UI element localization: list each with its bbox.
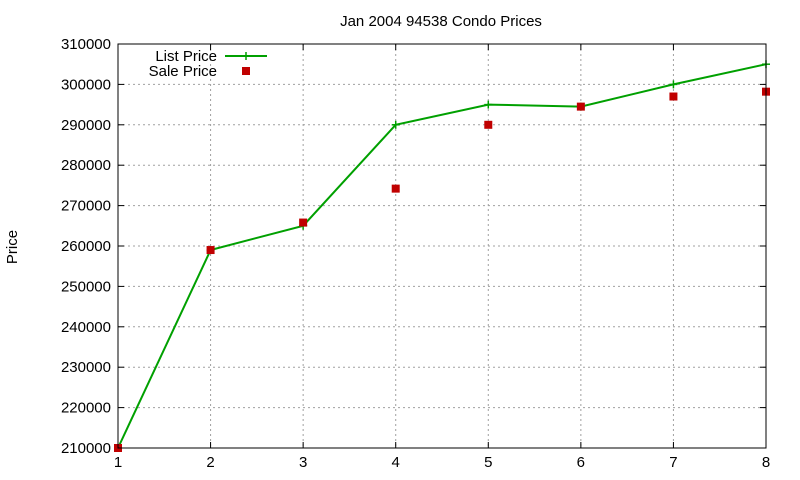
x-tick-label: 3 (299, 454, 307, 471)
list-price-line (117, 63, 767, 449)
y-tick-label: 230000 (61, 359, 111, 376)
y-tick-label: 310000 (61, 36, 111, 53)
list-price-point (669, 80, 678, 89)
sale-price-point (484, 120, 493, 129)
list-price-point (484, 100, 493, 109)
sale-price-point (391, 184, 400, 193)
legend-swatch-sale-price (242, 67, 250, 75)
x-tick-label: 5 (484, 454, 492, 471)
x-tick-label: 4 (392, 454, 400, 471)
y-tick-label: 250000 (61, 278, 111, 295)
sale-price-point (669, 92, 678, 101)
y-tick-label: 260000 (61, 238, 111, 255)
y-tick-label: 210000 (61, 440, 111, 457)
y-tick-label: 280000 (61, 157, 111, 174)
y-tick-label: 240000 (61, 319, 111, 336)
x-tick-label: 7 (669, 454, 677, 471)
plot-frame (117, 43, 767, 449)
list-price-point (391, 120, 400, 129)
y-axis-label: Price (4, 230, 21, 264)
x-tick-label: 6 (577, 454, 585, 471)
y-tick-label: 220000 (61, 400, 111, 417)
y-tick-label: 290000 (61, 117, 111, 134)
x-tick-label: 2 (206, 454, 214, 471)
legend-label-list-price: List Price (155, 48, 217, 65)
axis-ticks: 210000 220000 230000 240000 250000 260000 2700… (61, 36, 770, 471)
y-tick-label: 270000 (61, 198, 111, 215)
sale-price-point (576, 102, 585, 111)
plot-series (114, 60, 770, 452)
x-tick-label: 8 (762, 454, 770, 471)
y-tick-label: 300000 (61, 76, 111, 93)
sale-price-point (206, 246, 215, 255)
grid (118, 44, 766, 448)
chart-title: Jan 2004 94538 Condo Prices (340, 13, 542, 30)
legend-label-sale-price: Sale Price (149, 63, 217, 80)
x-tick-label: 1 (114, 454, 122, 471)
sale-price-point (299, 218, 308, 227)
